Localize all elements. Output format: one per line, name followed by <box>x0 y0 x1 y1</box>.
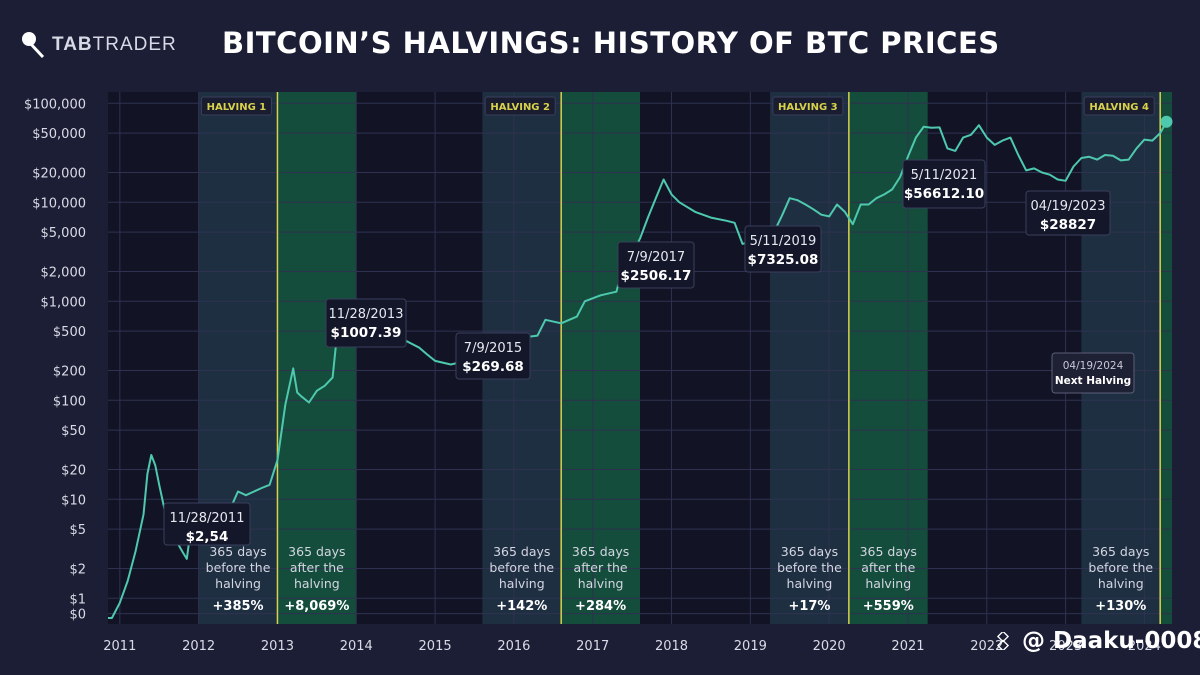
period-band-after <box>1160 92 1172 624</box>
logo-text: TABTRADER <box>52 34 177 56</box>
binance-diamond-icon <box>996 632 1010 650</box>
y-tick-label: $20 <box>61 463 86 478</box>
period-change: +17% <box>788 599 830 614</box>
halving-badge <box>772 96 844 116</box>
annotation-price: $1007.39 <box>331 325 402 341</box>
annotation-box <box>325 298 407 348</box>
logo-text-trader: TRADER <box>92 34 177 55</box>
annotation-price: $56612.10 <box>904 186 984 202</box>
y-tick-label: $0 <box>69 608 86 623</box>
y-tick-label: $20,000 <box>32 166 86 181</box>
period-description: 365 days after the halving <box>288 544 345 591</box>
period-change: +8,069% <box>284 599 349 614</box>
x-tick-label: 2012 <box>182 639 215 654</box>
period-band-after <box>561 92 640 624</box>
period-change: +142% <box>496 599 547 614</box>
y-tick-label: $100,000 <box>24 97 86 112</box>
logo-text-tab: TAB <box>52 34 93 55</box>
period-change: +385% <box>213 599 264 614</box>
period-band-after <box>277 92 357 624</box>
y-tick-label: $5,000 <box>41 226 87 241</box>
y-tick-label: $1,000 <box>41 295 87 310</box>
period-change: +284% <box>575 599 626 614</box>
annotation-date: 5/11/2019 <box>750 234 817 249</box>
y-tick-label: $50,000 <box>32 127 86 142</box>
y-tick-label: $200 <box>53 364 86 379</box>
x-tick-label: 2014 <box>340 639 373 654</box>
period-description: 365 days before the halving <box>777 544 842 591</box>
x-tick-label: 2022 <box>970 639 1003 654</box>
annotation-box <box>617 241 695 289</box>
period-description: 365 days after the halving <box>572 544 629 591</box>
period-description: 365 days after the halving <box>860 544 917 591</box>
btc-price-line <box>108 121 1168 619</box>
chart-title: BITCOIN’S HALVINGS: HISTORY OF BTC PRICE… <box>222 26 1000 60</box>
annotation-price: $2506.17 <box>621 268 692 284</box>
x-tick-label: 2016 <box>497 639 530 654</box>
annotation-date: 04/19/2023 <box>1031 199 1106 214</box>
annotation-price: $28827 <box>1040 217 1096 233</box>
annotation-date: 7/9/2015 <box>464 341 522 356</box>
y-tick-label: $5 <box>69 523 86 538</box>
x-tick-label: 2018 <box>655 639 688 654</box>
annotation-date: 5/11/2021 <box>911 168 978 183</box>
y-tick-label: $10 <box>61 493 86 508</box>
y-tick-label: $50 <box>61 424 86 439</box>
annotation-date: 11/28/2013 <box>329 307 404 322</box>
annotation-price: Next Halving <box>1055 375 1131 387</box>
annotation-box <box>455 332 531 380</box>
x-tick-label: 2020 <box>813 639 846 654</box>
y-tick-label: $100 <box>53 394 86 409</box>
period-band-before <box>770 92 849 624</box>
halving-label: HALVING 2 <box>490 102 550 113</box>
annotation-box <box>744 225 822 273</box>
logo-mark-icon <box>22 32 45 59</box>
x-tick-label: 2019 <box>734 639 767 654</box>
x-tick-label: 2024 <box>1128 639 1161 654</box>
y-tick-label: $2,000 <box>41 265 87 280</box>
y-tick-label: $10,000 <box>32 196 86 211</box>
annotation-price: $7325.08 <box>748 252 819 268</box>
x-tick-label: 2015 <box>419 639 452 654</box>
halving-label: HALVING 3 <box>778 102 838 113</box>
halving-label: HALVING 4 <box>1089 102 1149 113</box>
tabtrader-logo: TABTRADER <box>18 28 177 62</box>
x-tick-label: 2011 <box>103 639 136 654</box>
annotation-box <box>1051 352 1135 394</box>
annotation-box <box>163 502 251 546</box>
halving-badge <box>484 96 556 116</box>
halving-label: HALVING 1 <box>207 102 267 113</box>
annotation-price: $269.68 <box>462 359 524 375</box>
period-change: +559% <box>863 599 914 614</box>
period-description: 365 days before the halving <box>489 544 554 591</box>
halving-badge <box>200 96 272 116</box>
annotation-box <box>1025 190 1111 236</box>
x-tick-label: 2023 <box>1049 639 1082 654</box>
y-tick-label: $2 <box>69 562 86 577</box>
y-tick-label: $1 <box>69 592 86 607</box>
watermark-text: @ Daaku-0008 <box>1022 628 1200 654</box>
x-tick-label: 2021 <box>891 639 924 654</box>
halving-badge <box>1083 96 1155 116</box>
period-change: +130% <box>1095 599 1146 614</box>
annotation-date: 04/19/2024 <box>1063 360 1124 372</box>
annotation-date: 7/9/2017 <box>627 250 685 265</box>
x-tick-label: 2013 <box>261 639 294 654</box>
annotation-box <box>902 159 986 209</box>
annotation-date: 11/28/2011 <box>170 511 245 526</box>
y-tick-label: $500 <box>53 325 86 340</box>
latest-price-point <box>1160 115 1173 128</box>
period-description: 365 days before the halving <box>1088 544 1153 591</box>
annotation-price: $2,54 <box>186 529 229 545</box>
watermark: @ Daaku-0008 <box>994 628 1200 654</box>
x-tick-label: 2017 <box>576 639 609 654</box>
period-description: 365 days before the halving <box>206 544 271 591</box>
